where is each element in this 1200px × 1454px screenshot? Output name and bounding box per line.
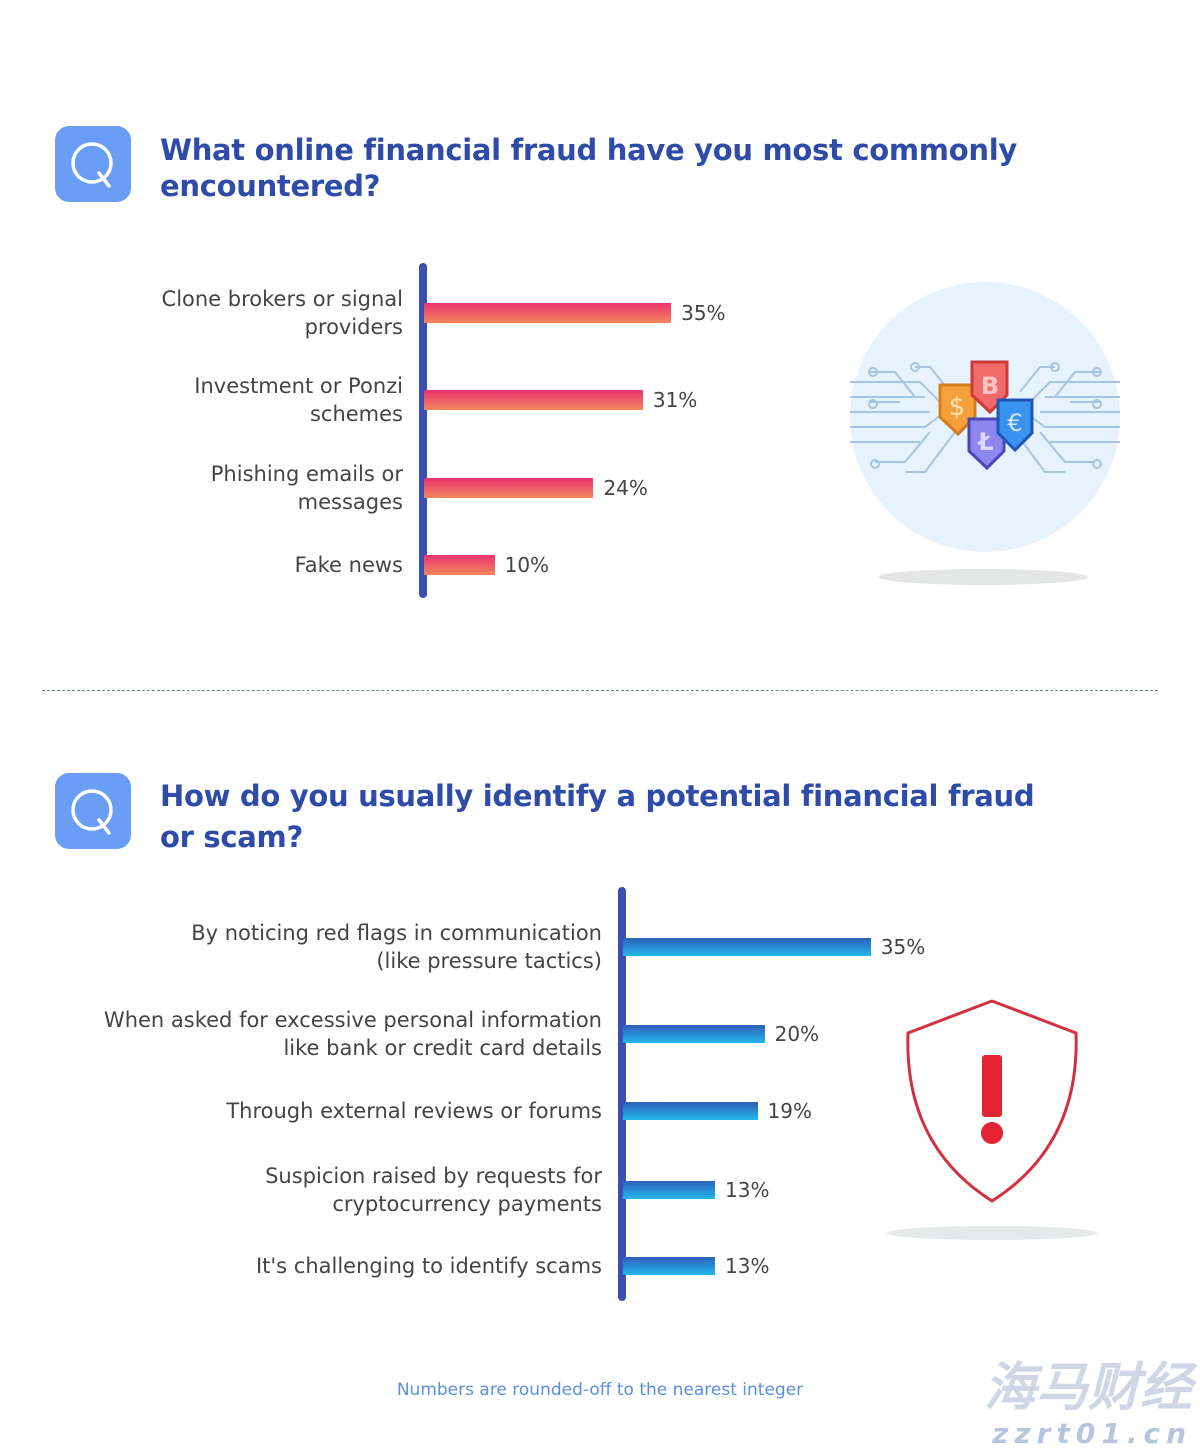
value-label: 31% [652, 388, 698, 412]
q-icon [55, 773, 131, 849]
label-line: When asked for excessive personal inform… [103, 1008, 602, 1032]
value-label: 35% [880, 935, 926, 959]
bar [424, 555, 495, 575]
label-line: Fake news [294, 553, 403, 577]
label-line: messages [297, 490, 403, 514]
bar [424, 478, 594, 498]
label-line: (like pressure tactics) [376, 949, 602, 973]
category-label: Suspicion raised by requests for cryptocu… [265, 1162, 602, 1218]
label-line: It's challenging to identify scams [255, 1254, 602, 1278]
bar [623, 1025, 765, 1043]
q-icon [55, 126, 131, 202]
label-line: Investment or Ponzi [194, 374, 403, 398]
chart-axis [618, 887, 626, 1301]
category-label: When asked for excessive personal inform… [104, 1006, 602, 1062]
footnote: Numbers are rounded-off to the nearest i… [396, 1380, 804, 1400]
value-label: 20% [774, 1022, 820, 1046]
value-label: 35% [681, 301, 726, 325]
title-line: or scam? [160, 820, 303, 854]
category-label: Investment or Ponzi schemes [194, 372, 403, 428]
watermark-logo: 海马财经 zzrt01.cn [983, 1358, 1192, 1450]
title-line: How do you usually identify a potential … [160, 779, 1035, 813]
bar [623, 1257, 716, 1275]
category-label: Phishing emails or messages [211, 460, 403, 516]
label-line: Phishing emails or [210, 462, 403, 486]
category-label: By noticing red flags in communication (l… [191, 919, 602, 975]
bar [424, 303, 672, 323]
category-label: It's challenging to identify scams [256, 1252, 602, 1280]
crypto-currency-circuit-icon: $ B Ł € [850, 282, 1120, 585]
category-label: Clone brokers or signal providers [162, 285, 403, 341]
svg-text:Ł: Ł [976, 428, 993, 456]
question-1-title: What online financial fraud have you mos… [160, 132, 1017, 204]
question-2-title: How do you usually identify a potential … [160, 776, 1035, 858]
label-line: like bank or credit card details [283, 1036, 602, 1060]
svg-text:$: $ [949, 392, 966, 422]
svg-text:B: B [981, 372, 999, 400]
chart-axis [419, 263, 427, 598]
label-line: Suspicion raised by requests for [265, 1164, 602, 1188]
bar [623, 938, 871, 956]
value-label: 13% [725, 1178, 770, 1202]
bar [623, 1102, 758, 1120]
svg-text:€: € [1007, 409, 1022, 437]
value-label: 13% [725, 1254, 770, 1278]
value-label: 24% [603, 476, 648, 500]
label-line: By noticing red flags in communication [191, 921, 602, 945]
label-line: providers [304, 315, 403, 339]
category-label: Fake news [295, 551, 403, 579]
title-line: What online financial fraud have you mos… [160, 133, 1017, 167]
bar [623, 1181, 716, 1199]
label-line: Clone brokers or signal [161, 287, 403, 311]
value-label: 10% [504, 553, 550, 577]
section-divider [42, 690, 1158, 691]
title-line: encountered? [160, 169, 381, 203]
label-line: schemes [309, 402, 403, 426]
warning-shield-icon [887, 999, 1097, 1240]
label-line: cryptocurrency payments [332, 1192, 602, 1216]
category-label: Through external reviews or forums [226, 1097, 602, 1125]
value-label: 19% [767, 1099, 812, 1123]
bar [424, 390, 643, 410]
label-line: Through external reviews or forums [226, 1099, 602, 1123]
